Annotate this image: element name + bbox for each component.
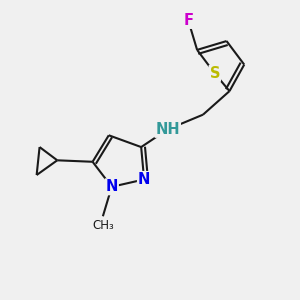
Text: F: F [183,13,193,28]
Text: CH₃: CH₃ [92,219,114,232]
Text: S: S [209,66,220,81]
Text: N: N [138,172,150,187]
Text: NH: NH [155,122,180,137]
Text: N: N [106,179,118,194]
